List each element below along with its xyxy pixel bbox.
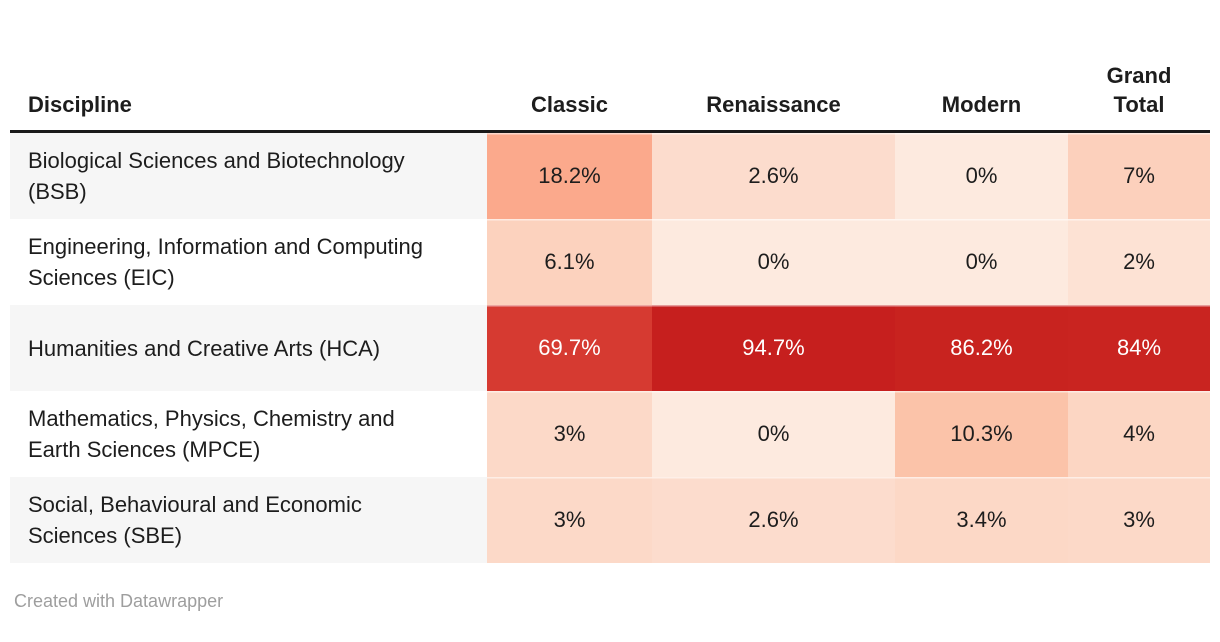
heatmap-cell: 6.1% [487, 219, 652, 305]
table-header-row: Discipline Classic Renaissance Modern Gr… [10, 0, 1210, 133]
heatmap-cell: 94.7% [652, 305, 895, 391]
heatmap-cell: 2.6% [652, 477, 895, 563]
column-header-modern: Modern [941, 91, 1022, 117]
table-row-mpce: Mathematics, Physics, Chemistry and Eart… [10, 391, 1210, 477]
row-label: Mathematics, Physics, Chemistry and Eart… [28, 406, 395, 462]
row-label: Humanities and Creative Arts (HCA) [28, 335, 381, 361]
datawrapper-heatmap-table: Discipline Classic Renaissance Modern Gr… [10, 0, 1210, 612]
heatmap-cell: 84% [1068, 305, 1210, 391]
heatmap-cell: 69.7% [487, 305, 652, 391]
column-header-discipline: Discipline [28, 91, 132, 117]
heatmap-cell: 0% [895, 133, 1068, 219]
table-row-hca: Humanities and Creative Arts (HCA) 69.7%… [10, 305, 1210, 391]
row-label: Engineering, Information and Computing S… [28, 234, 424, 290]
heatmap-cell: 18.2% [487, 133, 652, 219]
heatmap-cell: 4% [1068, 391, 1210, 477]
column-header-grand-total: Grand Total [1106, 62, 1172, 117]
column-header-classic: Classic [530, 91, 609, 117]
heatmap-cell: 10.3% [895, 391, 1068, 477]
row-label: Social, Behavioural and Economic Science… [28, 492, 362, 548]
table-row-eic: Engineering, Information and Computing S… [10, 219, 1210, 305]
column-header-renaissance: Renaissance [706, 91, 841, 117]
row-label: Biological Sciences and Biotechnology (B… [28, 148, 405, 204]
datawrapper-attribution-link[interactable]: Created with Datawrapper [14, 591, 224, 611]
table-row-bsb: Biological Sciences and Biotechnology (B… [10, 133, 1210, 219]
heatmap-cell: 7% [1068, 133, 1210, 219]
heatmap-cell: 3% [1068, 477, 1210, 563]
attribution-line: Created with Datawrapper [14, 591, 1210, 612]
heatmap-cell: 3.4% [895, 477, 1068, 563]
heatmap-cell: 0% [652, 391, 895, 477]
heatmap-cell: 3% [487, 477, 652, 563]
heatmap-cell: 0% [652, 219, 895, 305]
heatmap-cell: 3% [487, 391, 652, 477]
heatmap-cell: 2.6% [652, 133, 895, 219]
heatmap-cell: 2% [1068, 219, 1210, 305]
heatmap-cell: 0% [895, 219, 1068, 305]
heatmap-cell: 86.2% [895, 305, 1068, 391]
table-row-sbe: Social, Behavioural and Economic Science… [10, 477, 1210, 563]
